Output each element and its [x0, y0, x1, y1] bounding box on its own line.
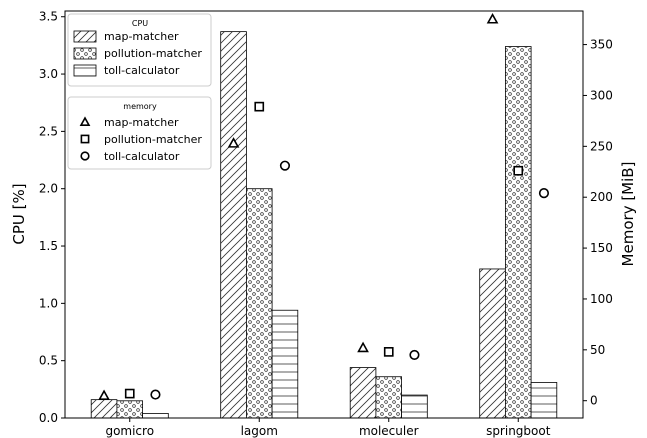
right-axis-title: Memory [MiB] [619, 162, 637, 267]
left-tick-label: 0.5 [39, 354, 58, 368]
memory-marker-map-matcher-moleculer [357, 341, 369, 353]
cpu-legend: CPU map-matcher pollution-matcher toll-cal… [67, 13, 212, 87]
bar-map-matcher-lagom [220, 31, 247, 419]
plot-frame [64, 10, 584, 419]
right-tick-label: 350 [590, 38, 613, 52]
left-axis-title: CPU [%] [10, 183, 28, 244]
memory-legend-label: pollution-matcher [104, 133, 202, 146]
right-tick-label: 200 [590, 190, 613, 204]
memory-marker-pollution-matcher-moleculer [383, 347, 394, 357]
x-tick-label: springboot [486, 424, 551, 438]
cpu-legend-label: map-matcher [104, 30, 179, 43]
cpu-legend-title: CPU [132, 19, 148, 28]
cpu-legend-label: toll-calculator [104, 64, 180, 77]
memory-legend: memory map-matcher pollution-matcher toll-… [67, 96, 212, 170]
x-tick-label: moleculer [359, 424, 419, 438]
memory-marker-map-matcher-springboot [486, 12, 499, 24]
memory-marker-toll-calculator-gomicro [150, 389, 161, 400]
bars-group [90, 31, 558, 419]
right-tick-label: 150 [590, 241, 613, 255]
right-axis-ticks: 0 50 100 150 200 250 300 350 [583, 38, 613, 408]
left-tick-label: 2.5 [39, 124, 58, 138]
memory-marker-toll-calculator-moleculer [409, 349, 420, 360]
bar-pollution-matcher-lagom [245, 188, 273, 419]
right-tick-label: 0 [590, 394, 598, 408]
left-tick-label: 1.5 [39, 239, 58, 253]
right-tick-label: 250 [590, 139, 613, 153]
memory-marker-map-matcher-lagom [227, 137, 240, 148]
bar-map-matcher-springboot [479, 268, 506, 419]
memory-legend-label: toll-calculator [104, 150, 180, 163]
right-tick-label: 300 [590, 88, 613, 102]
memory-marker-map-matcher-gomicro [98, 389, 110, 401]
right-tick-label: 100 [590, 292, 613, 306]
x-axis-ticks: gomicro lagom moleculer springboot [105, 418, 551, 438]
memory-marker-pollution-matcher-gomicro [124, 388, 135, 399]
x-tick-label: gomicro [105, 424, 154, 438]
x-tick-label: lagom [241, 424, 278, 438]
left-tick-label: 0.0 [39, 411, 58, 425]
memory-legend-marker [80, 151, 90, 161]
left-axis-ticks: 0.0 0.5 1.0 1.5 2.0 2.5 3.0 3.5 [39, 10, 65, 425]
bar-pollution-matcher-springboot [504, 46, 532, 419]
cpu-legend-label: pollution-matcher [104, 47, 202, 60]
bar-pollution-matcher-moleculer [375, 376, 402, 419]
bar-toll-calculator-moleculer [401, 394, 428, 419]
bar-pollution-matcher-gomicro [116, 400, 144, 419]
left-tick-label: 2.0 [39, 182, 58, 196]
memory-marker-pollution-matcher-springboot [513, 165, 524, 176]
left-tick-label: 3.5 [39, 10, 58, 24]
memory-markers-group [98, 12, 550, 401]
bar-toll-calculator-lagom [271, 309, 299, 419]
bar-toll-calculator-springboot [530, 382, 558, 419]
left-tick-label: 3.0 [39, 67, 58, 81]
memory-marker-toll-calculator-springboot [538, 188, 550, 199]
cpu-legend-swatch [73, 64, 97, 77]
left-tick-label: 1.0 [39, 296, 58, 310]
memory-legend-label: map-matcher [104, 116, 179, 129]
cpu-legend-swatch [73, 47, 97, 60]
memory-legend-title: memory [123, 102, 157, 111]
memory-marker-pollution-matcher-lagom [254, 101, 265, 112]
memory-legend-marker [79, 116, 91, 126]
memory-marker-toll-calculator-lagom [279, 160, 291, 171]
cpu-legend-swatch [73, 30, 97, 43]
bar-map-matcher-moleculer [349, 367, 377, 419]
bar-toll-calculator-gomicro [142, 413, 169, 419]
bar-map-matcher-gomicro [90, 399, 118, 419]
right-tick-label: 50 [590, 343, 605, 357]
memory-legend-marker [80, 134, 90, 144]
